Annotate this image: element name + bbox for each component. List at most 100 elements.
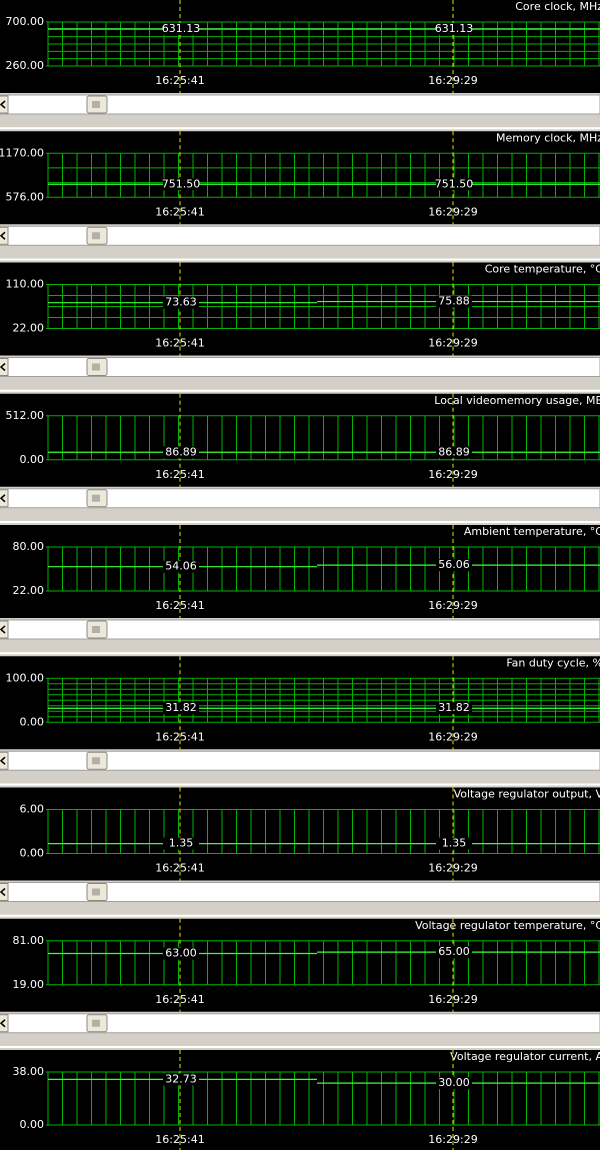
value-label-bg [436, 702, 472, 715]
y-tick-label: 700.00 [6, 15, 45, 28]
value-label: 631.13 [162, 22, 201, 35]
value-label-bg [436, 446, 472, 459]
time-label: 16:29:29 [428, 74, 477, 87]
scroll-left-button[interactable] [0, 751, 9, 770]
graph-background [0, 262, 600, 356]
time-label: 16:25:41 [155, 337, 204, 350]
panel-title: Ambient temperature, °C [464, 525, 600, 538]
time-label: 16:25:41 [155, 1133, 204, 1146]
value-label-bg [163, 702, 199, 715]
panel-title: Voltage regulator current, A [450, 1050, 600, 1063]
scroll-arrow [0, 756, 6, 765]
scroll-left-button[interactable] [0, 226, 9, 245]
y-tick-label: 0.00 [20, 1118, 45, 1131]
value-label-bg [163, 837, 199, 850]
value-label: 86.89 [165, 445, 197, 458]
panel-title: Voltage regulator output, V [454, 788, 600, 801]
value-label: 1.35 [169, 837, 194, 850]
separator [0, 902, 600, 919]
scroll-arrow [0, 231, 6, 240]
scrollbar[interactable] [0, 882, 600, 902]
scroll-arrow [0, 1019, 6, 1028]
scroll-arrow [0, 887, 6, 897]
value-label: 63.00 [165, 947, 197, 960]
time-label: 16:29:29 [428, 862, 477, 875]
panel-title: Fan duty cycle, % [506, 656, 600, 669]
separator [0, 115, 600, 132]
graph-background [0, 131, 600, 225]
value-label: 56.06 [438, 558, 470, 571]
value-label: 631.13 [435, 22, 474, 35]
time-label: 16:29:29 [428, 1133, 477, 1146]
y-tick-label: 576.00 [6, 190, 45, 203]
scrollbar[interactable] [0, 619, 600, 640]
time-label: 16:25:41 [155, 862, 204, 875]
value-label: 86.89 [438, 445, 470, 458]
value-label-bg [436, 837, 472, 850]
time-label: 16:29:29 [428, 730, 477, 743]
value-label-bg [436, 178, 472, 191]
value-label-bg [436, 946, 472, 959]
value-label: 32.73 [165, 1072, 197, 1085]
value-label: 75.88 [438, 295, 470, 308]
y-tick-label: 512.00 [6, 409, 45, 422]
separator [0, 508, 600, 525]
graph-background [0, 918, 600, 1012]
value-label: 73.63 [165, 296, 197, 309]
graph-background [0, 656, 600, 750]
y-tick-label: 80.00 [13, 540, 45, 553]
graph-background [0, 787, 600, 881]
value-label-bg [163, 1073, 199, 1086]
scroll-arrow [0, 625, 6, 634]
separator [0, 246, 600, 263]
scroll-left-button[interactable] [0, 489, 9, 508]
time-label: 16:29:29 [428, 205, 477, 218]
graph-background [0, 1050, 600, 1150]
y-tick-label: 0.00 [20, 847, 45, 860]
separator [0, 771, 600, 788]
value-label-bg [436, 22, 472, 35]
scroll-left-button[interactable] [0, 1014, 9, 1033]
scrollbar[interactable] [0, 488, 600, 509]
value-label-bg [436, 559, 472, 572]
scrollbar[interactable] [0, 357, 600, 377]
value-label-bg [163, 22, 199, 35]
scrollbar[interactable] [0, 750, 600, 771]
value-label-bg [163, 947, 199, 960]
scroll-arrow [0, 362, 6, 372]
graph-background [0, 0, 600, 93]
graph-background [0, 525, 600, 618]
separator [0, 640, 600, 657]
panel-title: Memory clock, MHz [496, 131, 600, 144]
scroll-left-button[interactable] [0, 358, 9, 376]
value-label: 30.00 [438, 1076, 470, 1089]
scroll-arrow [0, 494, 6, 503]
scroll-left-button[interactable] [0, 95, 9, 114]
value-label: 751.50 [435, 177, 474, 190]
time-label: 16:25:41 [155, 993, 204, 1006]
value-label: 1.35 [442, 837, 467, 850]
scroll-left-button[interactable] [0, 883, 9, 901]
time-label: 16:25:41 [155, 599, 204, 612]
scrollbar[interactable] [0, 94, 600, 115]
time-label: 16:29:29 [428, 337, 477, 350]
value-label: 31.82 [165, 701, 197, 714]
separator [0, 1033, 600, 1050]
y-tick-label: 0.00 [20, 453, 45, 466]
y-tick-label: 22.00 [13, 322, 45, 335]
value-label-bg [163, 560, 199, 573]
scroll-left-button[interactable] [0, 620, 9, 639]
time-label: 16:29:29 [428, 468, 477, 481]
panel-title: Core temperature, °C [485, 263, 600, 276]
value-label-bg [163, 446, 199, 459]
y-tick-label: 22.00 [13, 584, 45, 597]
scrollbar[interactable] [0, 1013, 600, 1034]
y-tick-label: 38.00 [13, 1065, 45, 1078]
scrollbar[interactable] [0, 225, 600, 246]
panel-title: Voltage regulator temperature, °C [415, 919, 600, 932]
value-label: 54.06 [165, 560, 197, 573]
value-label-bg [436, 1077, 472, 1090]
y-tick-label: 19.00 [13, 978, 45, 991]
y-tick-label: 6.00 [20, 803, 45, 816]
y-tick-label: 0.00 [20, 715, 45, 728]
